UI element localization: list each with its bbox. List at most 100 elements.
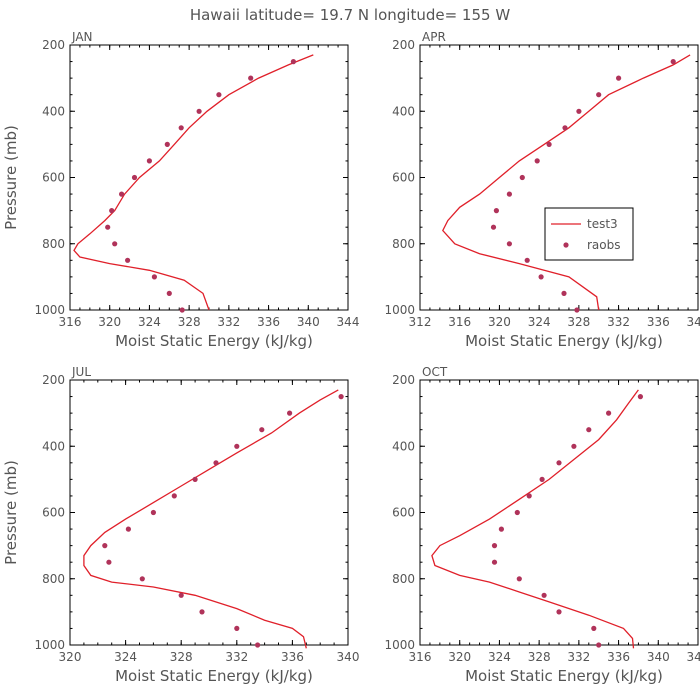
data-point-raobs: [234, 443, 240, 449]
x-axis-title: Moist Static Energy (kJ/kg): [115, 332, 313, 350]
x-tick-label: 316: [409, 650, 432, 664]
data-point-raobs: [105, 224, 111, 230]
chart-panel-jan: JAN 316 320 324 328 332 336 340 344 200 400 600 800 1…: [2, 30, 359, 350]
x-tick-label: 340: [647, 650, 670, 664]
panel-label: JUL: [71, 365, 91, 379]
x-tick-label: 324: [488, 650, 511, 664]
x-axis-title: Moist Static Energy (kJ/kg): [465, 667, 663, 685]
data-point-raobs: [506, 241, 512, 247]
data-point-raobs: [506, 191, 512, 197]
panels: JAN 316 320 324 328 332 336 340 344 200 400 600 800 1…: [2, 30, 700, 685]
plot-frame: [69, 44, 349, 311]
series-line-test3: [83, 389, 339, 649]
data-point-raobs: [178, 125, 184, 131]
y-tick-label: 200: [42, 373, 65, 387]
chart-panel-apr: APR 312 316 320 324 328 332 336 340 200 400 600 800 1…: [384, 30, 700, 350]
x-tick-label: 328: [567, 315, 590, 329]
data-point-raobs: [606, 410, 612, 416]
data-point-raobs: [538, 274, 544, 280]
data-point-raobs: [150, 509, 156, 516]
y-tick-label: 400: [392, 439, 415, 453]
data-point-raobs: [574, 307, 580, 313]
legend-box: [544, 207, 634, 261]
x-tick-label: 328: [178, 315, 201, 329]
x-tick-label: 340: [297, 315, 320, 329]
data-point-raobs: [490, 224, 497, 230]
data-point-raobs: [561, 290, 567, 296]
data-point-raobs: [248, 75, 254, 81]
data-point-raobs: [290, 59, 296, 65]
data-point-raobs: [493, 208, 499, 214]
y-tick-label: 800: [392, 237, 415, 251]
series-line-test3: [73, 54, 314, 311]
figure-title: Hawaii latitude= 19.7 N longitude= 155 W: [190, 6, 510, 24]
data-point-raobs: [213, 460, 219, 466]
y-tick-label: 400: [42, 439, 65, 453]
x-tick-label: 336: [281, 650, 304, 664]
y-tick-label: 200: [392, 373, 415, 387]
data-point-raobs: [131, 174, 138, 181]
x-tick-label: 320: [59, 650, 82, 664]
data-point-raobs: [259, 427, 265, 433]
x-tick-label: 344: [337, 315, 360, 329]
data-point-raobs: [491, 543, 498, 549]
data-point-raobs: [151, 274, 157, 280]
panel-label: APR: [422, 30, 446, 44]
x-tick-label: 332: [567, 650, 590, 664]
plot-frame: [419, 44, 699, 311]
data-point-raobs: [524, 257, 530, 263]
data-point-raobs: [179, 307, 185, 313]
y-tick-label: 800: [392, 572, 415, 586]
data-point-raobs: [516, 576, 522, 582]
data-point-raobs: [171, 493, 177, 499]
data-point-raobs: [586, 427, 592, 433]
data-point-raobs: [255, 642, 261, 648]
y-tick-label: 1000: [384, 638, 415, 652]
plot-frame: [69, 379, 349, 646]
x-tick-label: 320: [488, 315, 511, 329]
legend-label: raobs: [587, 238, 621, 252]
data-point-raobs: [519, 174, 525, 181]
data-point-raobs: [112, 241, 118, 247]
x-tick-label: 336: [257, 315, 280, 329]
y-tick-label: 600: [42, 171, 65, 185]
x-tick-label: 324: [528, 315, 551, 329]
y-tick-label: 800: [42, 237, 65, 251]
data-point-raobs: [616, 75, 622, 81]
legend: test3 raobs: [544, 207, 634, 261]
y-tick-label: 800: [42, 572, 65, 586]
x-axis-title: Moist Static Energy (kJ/kg): [465, 332, 663, 350]
data-point-raobs: [125, 257, 131, 263]
data-point-raobs: [576, 108, 582, 114]
y-tick-label: 400: [42, 104, 65, 118]
x-tick-label: 316: [448, 315, 471, 329]
x-tick-label: 328: [170, 650, 193, 664]
data-point-raobs: [498, 526, 504, 532]
x-tick-label: 344: [687, 650, 700, 664]
x-tick-label: 336: [647, 315, 670, 329]
x-tick-label: 332: [225, 650, 248, 664]
data-point-raobs: [166, 290, 172, 296]
chart-panel-oct: OCT 316 320 324 328 332 336 340 344 200 400 600 800 1…: [384, 365, 700, 685]
data-point-raobs: [562, 125, 568, 131]
data-point-raobs: [234, 625, 240, 632]
data-point-raobs: [556, 460, 562, 466]
data-point-raobs: [287, 410, 293, 416]
data-point-raobs: [192, 476, 198, 482]
data-point-raobs: [534, 158, 540, 164]
data-point-raobs: [596, 92, 602, 98]
data-point-raobs: [539, 476, 545, 482]
x-tick-label: 340: [687, 315, 700, 329]
data-point-raobs: [596, 642, 602, 648]
data-point-raobs: [591, 625, 597, 632]
data-point-raobs: [216, 92, 222, 98]
data-point-raobs: [164, 141, 170, 147]
data-point-raobs: [546, 141, 552, 147]
data-point-raobs: [556, 609, 562, 615]
x-tick-label: 332: [607, 315, 630, 329]
y-tick-label: 200: [42, 38, 65, 52]
x-tick-label: 324: [138, 315, 161, 329]
y-tick-label: 600: [392, 171, 415, 185]
x-tick-label: 336: [607, 650, 630, 664]
x-tick-label: 316: [59, 315, 82, 329]
